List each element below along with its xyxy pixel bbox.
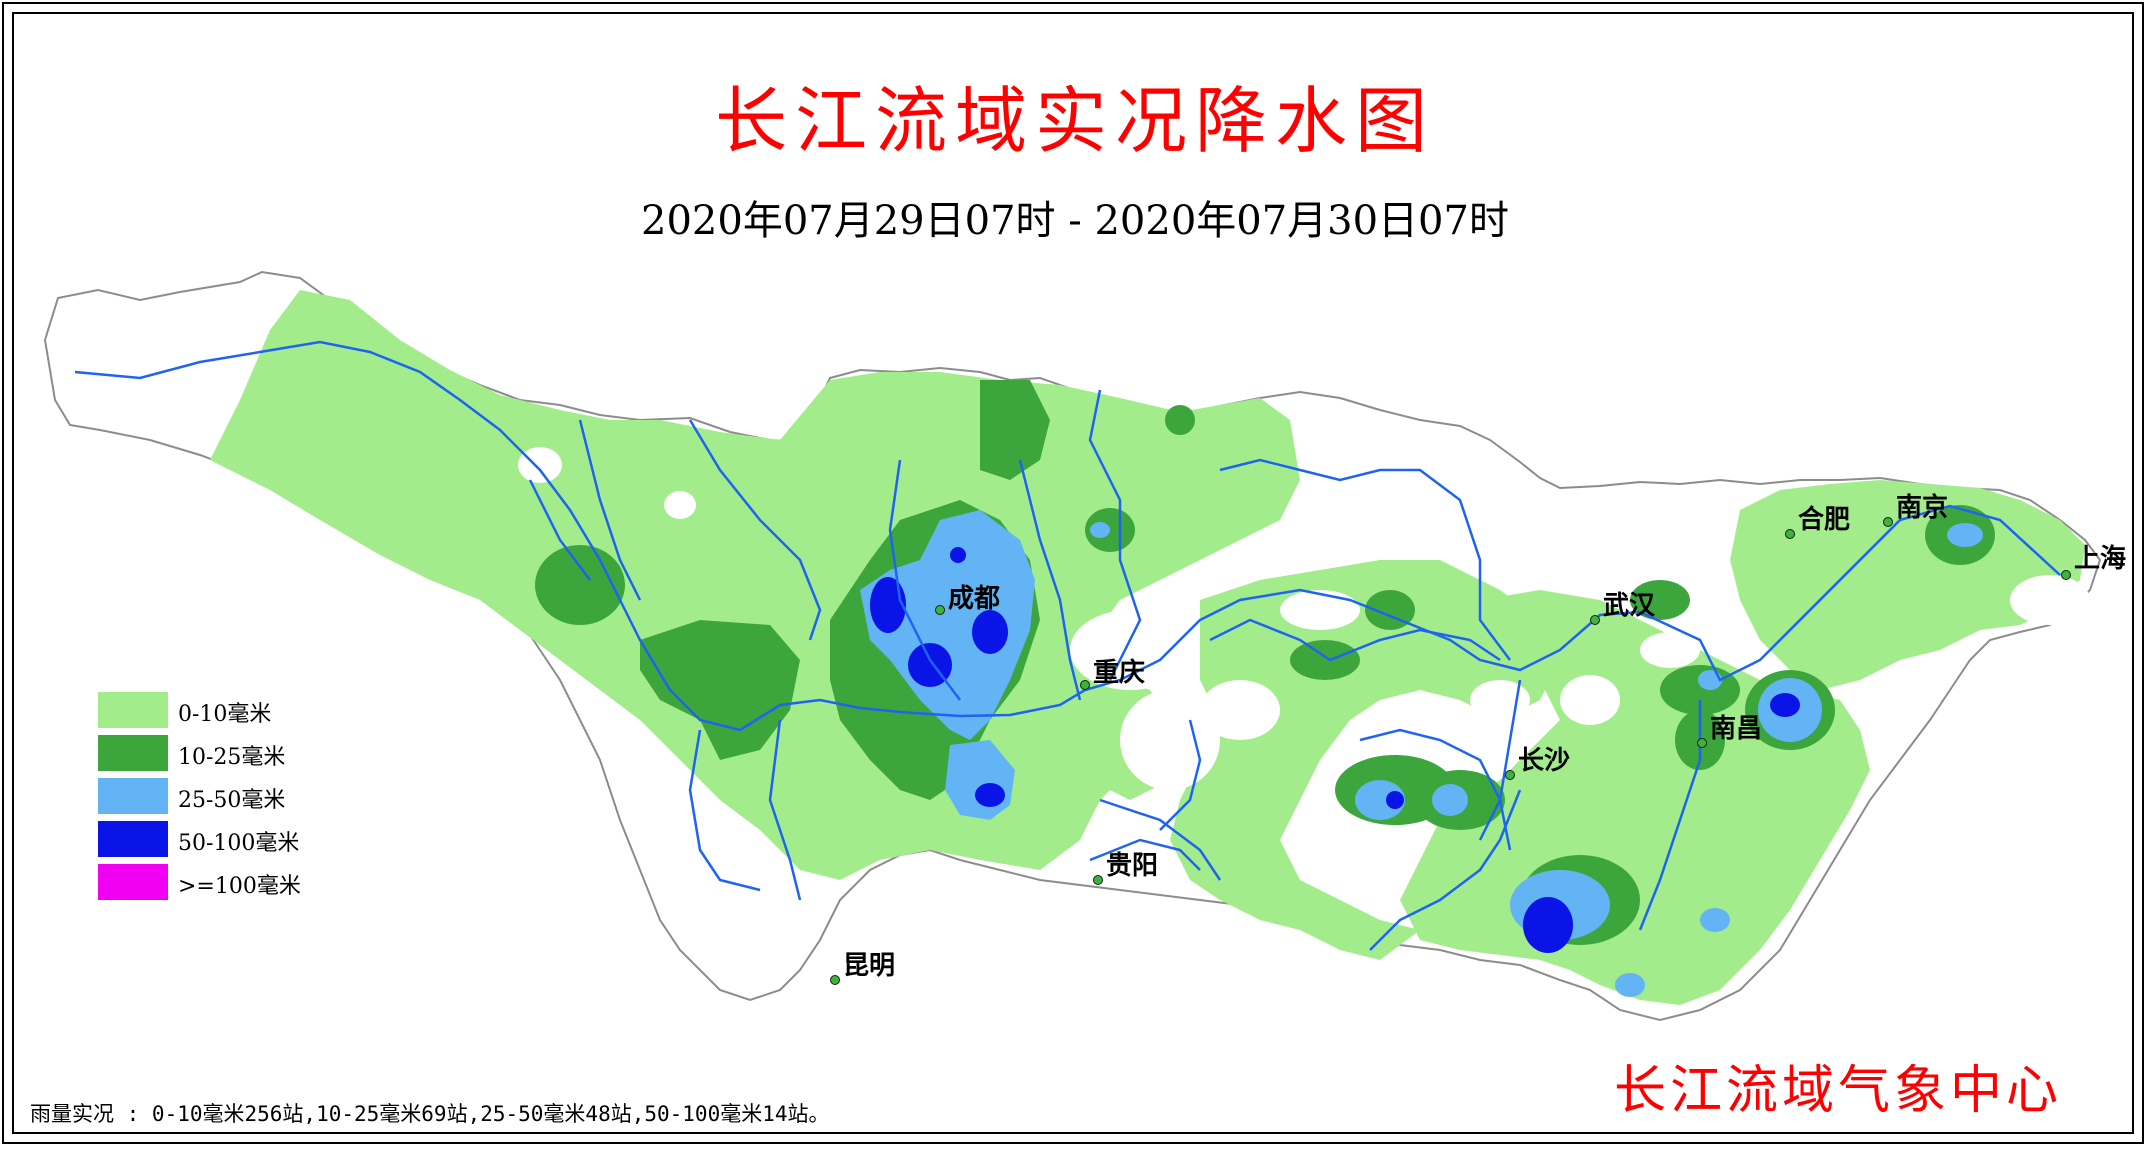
city-marker bbox=[1590, 615, 1600, 625]
map-title: 长江流域实况降水图 bbox=[714, 79, 1435, 163]
inner-frame bbox=[12, 12, 2134, 1134]
legend-swatch bbox=[98, 778, 168, 814]
city-marker bbox=[1505, 770, 1515, 780]
time-period: 2020年07月29日07时 - 2020年07月30日07时 bbox=[641, 198, 1509, 244]
city-label-changsha: 长沙 bbox=[1518, 746, 1571, 776]
city-markers bbox=[830, 517, 2071, 985]
city-marker bbox=[1697, 738, 1707, 748]
legend-swatch bbox=[98, 864, 168, 900]
city-marker bbox=[1883, 517, 1893, 527]
city-label-hefei: 合肥 bbox=[1798, 505, 1851, 535]
station-summary: 雨量实况 : 0-10毫米256站,10-25毫米69站,25-50毫米48站,… bbox=[30, 1102, 830, 1126]
agency-name: 长江流域气象中心 bbox=[1613, 1061, 2062, 1121]
city-marker bbox=[1093, 875, 1103, 885]
river-network bbox=[74, 340, 2061, 951]
city-label-nanchang: 南昌 bbox=[1710, 714, 1763, 744]
city-label-wuhan: 武汉 bbox=[1603, 591, 1656, 621]
city-label-chongqing: 重庆 bbox=[1093, 658, 1146, 688]
city-label-shanghai: 上海 bbox=[2074, 544, 2127, 574]
legend-label: 10-25毫米 bbox=[178, 745, 286, 770]
legend-label: 50-100毫米 bbox=[178, 831, 300, 856]
legend-label: 0-10毫米 bbox=[178, 702, 272, 727]
city-label-nanjing: 南京 bbox=[1896, 493, 1949, 523]
legend-swatch bbox=[98, 692, 168, 728]
rain-50-100 bbox=[870, 547, 1800, 953]
legend-swatch bbox=[98, 735, 168, 771]
legend-label: >=100毫米 bbox=[178, 874, 301, 899]
city-label-chengdu: 成都 bbox=[948, 584, 1001, 614]
city-marker bbox=[1785, 529, 1795, 539]
city-label-kunming: 昆明 bbox=[843, 951, 896, 981]
city-marker bbox=[1080, 680, 1090, 690]
legend-swatch bbox=[98, 821, 168, 857]
city-marker bbox=[935, 605, 945, 615]
dry-areas bbox=[518, 447, 2090, 790]
city-label-guiyang: 贵阳 bbox=[1106, 851, 1159, 881]
city-marker bbox=[830, 975, 840, 985]
legend-label: 25-50毫米 bbox=[178, 788, 286, 813]
city-marker bbox=[2061, 570, 2071, 580]
